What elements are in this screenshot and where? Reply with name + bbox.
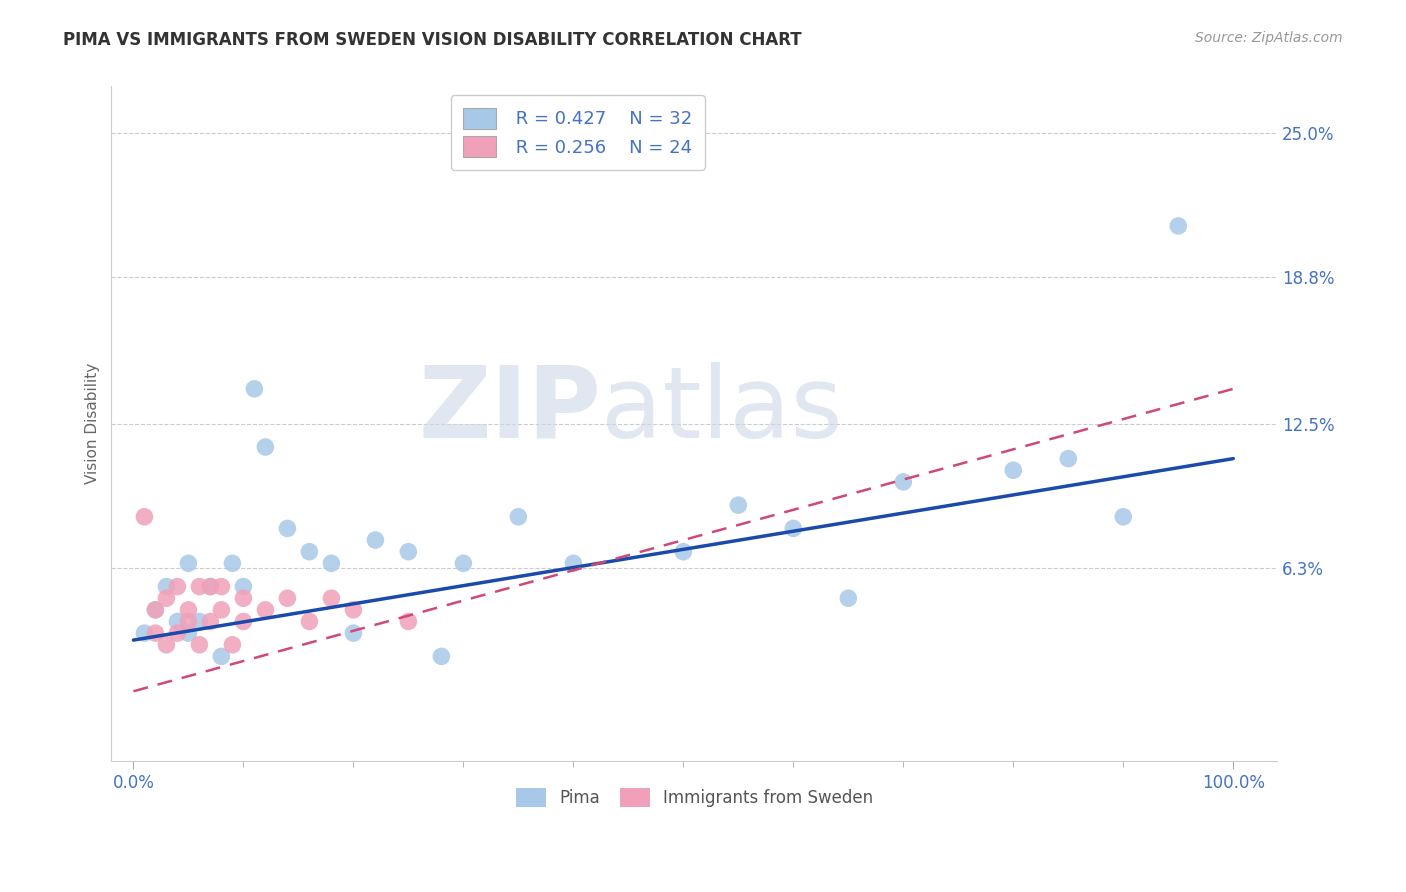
Point — [672, 544, 695, 558]
Point — [396, 615, 419, 629]
Point — [200, 615, 222, 629]
Point — [243, 382, 266, 396]
Legend: Pima, Immigrants from Sweden: Pima, Immigrants from Sweden — [509, 780, 880, 814]
Point — [364, 533, 387, 547]
Point — [891, 475, 914, 489]
Point — [209, 603, 232, 617]
Point — [134, 626, 156, 640]
Point — [430, 649, 453, 664]
Point — [453, 557, 475, 571]
Point — [221, 638, 243, 652]
Point — [508, 509, 530, 524]
Point — [1002, 463, 1025, 477]
Point — [177, 626, 200, 640]
Point — [276, 591, 298, 606]
Point — [188, 580, 211, 594]
Point — [177, 615, 200, 629]
Point — [232, 580, 254, 594]
Point — [321, 591, 343, 606]
Point — [177, 557, 200, 571]
Point — [1112, 509, 1135, 524]
Point — [1057, 451, 1080, 466]
Point — [254, 440, 277, 454]
Point — [145, 626, 167, 640]
Point — [1167, 219, 1189, 233]
Point — [727, 498, 749, 512]
Point — [342, 626, 364, 640]
Point — [221, 557, 243, 571]
Text: Source: ZipAtlas.com: Source: ZipAtlas.com — [1195, 31, 1343, 45]
Point — [166, 615, 188, 629]
Point — [134, 509, 156, 524]
Point — [298, 544, 321, 558]
Point — [342, 603, 364, 617]
Point — [276, 521, 298, 535]
Point — [782, 521, 804, 535]
Point — [396, 544, 419, 558]
Point — [298, 615, 321, 629]
Point — [837, 591, 859, 606]
Point — [232, 615, 254, 629]
Point — [145, 603, 167, 617]
Point — [166, 626, 188, 640]
Point — [155, 591, 177, 606]
Point — [232, 591, 254, 606]
Point — [188, 615, 211, 629]
Point — [321, 557, 343, 571]
Text: ZIP: ZIP — [418, 362, 602, 458]
Text: atlas: atlas — [602, 362, 842, 458]
Point — [145, 603, 167, 617]
Y-axis label: Vision Disability: Vision Disability — [86, 363, 100, 484]
Point — [155, 638, 177, 652]
Point — [166, 580, 188, 594]
Point — [200, 580, 222, 594]
Point — [155, 580, 177, 594]
Point — [177, 603, 200, 617]
Point — [254, 603, 277, 617]
Point — [188, 638, 211, 652]
Point — [562, 557, 585, 571]
Point — [209, 580, 232, 594]
Text: PIMA VS IMMIGRANTS FROM SWEDEN VISION DISABILITY CORRELATION CHART: PIMA VS IMMIGRANTS FROM SWEDEN VISION DI… — [63, 31, 801, 49]
Point — [200, 580, 222, 594]
Point — [209, 649, 232, 664]
